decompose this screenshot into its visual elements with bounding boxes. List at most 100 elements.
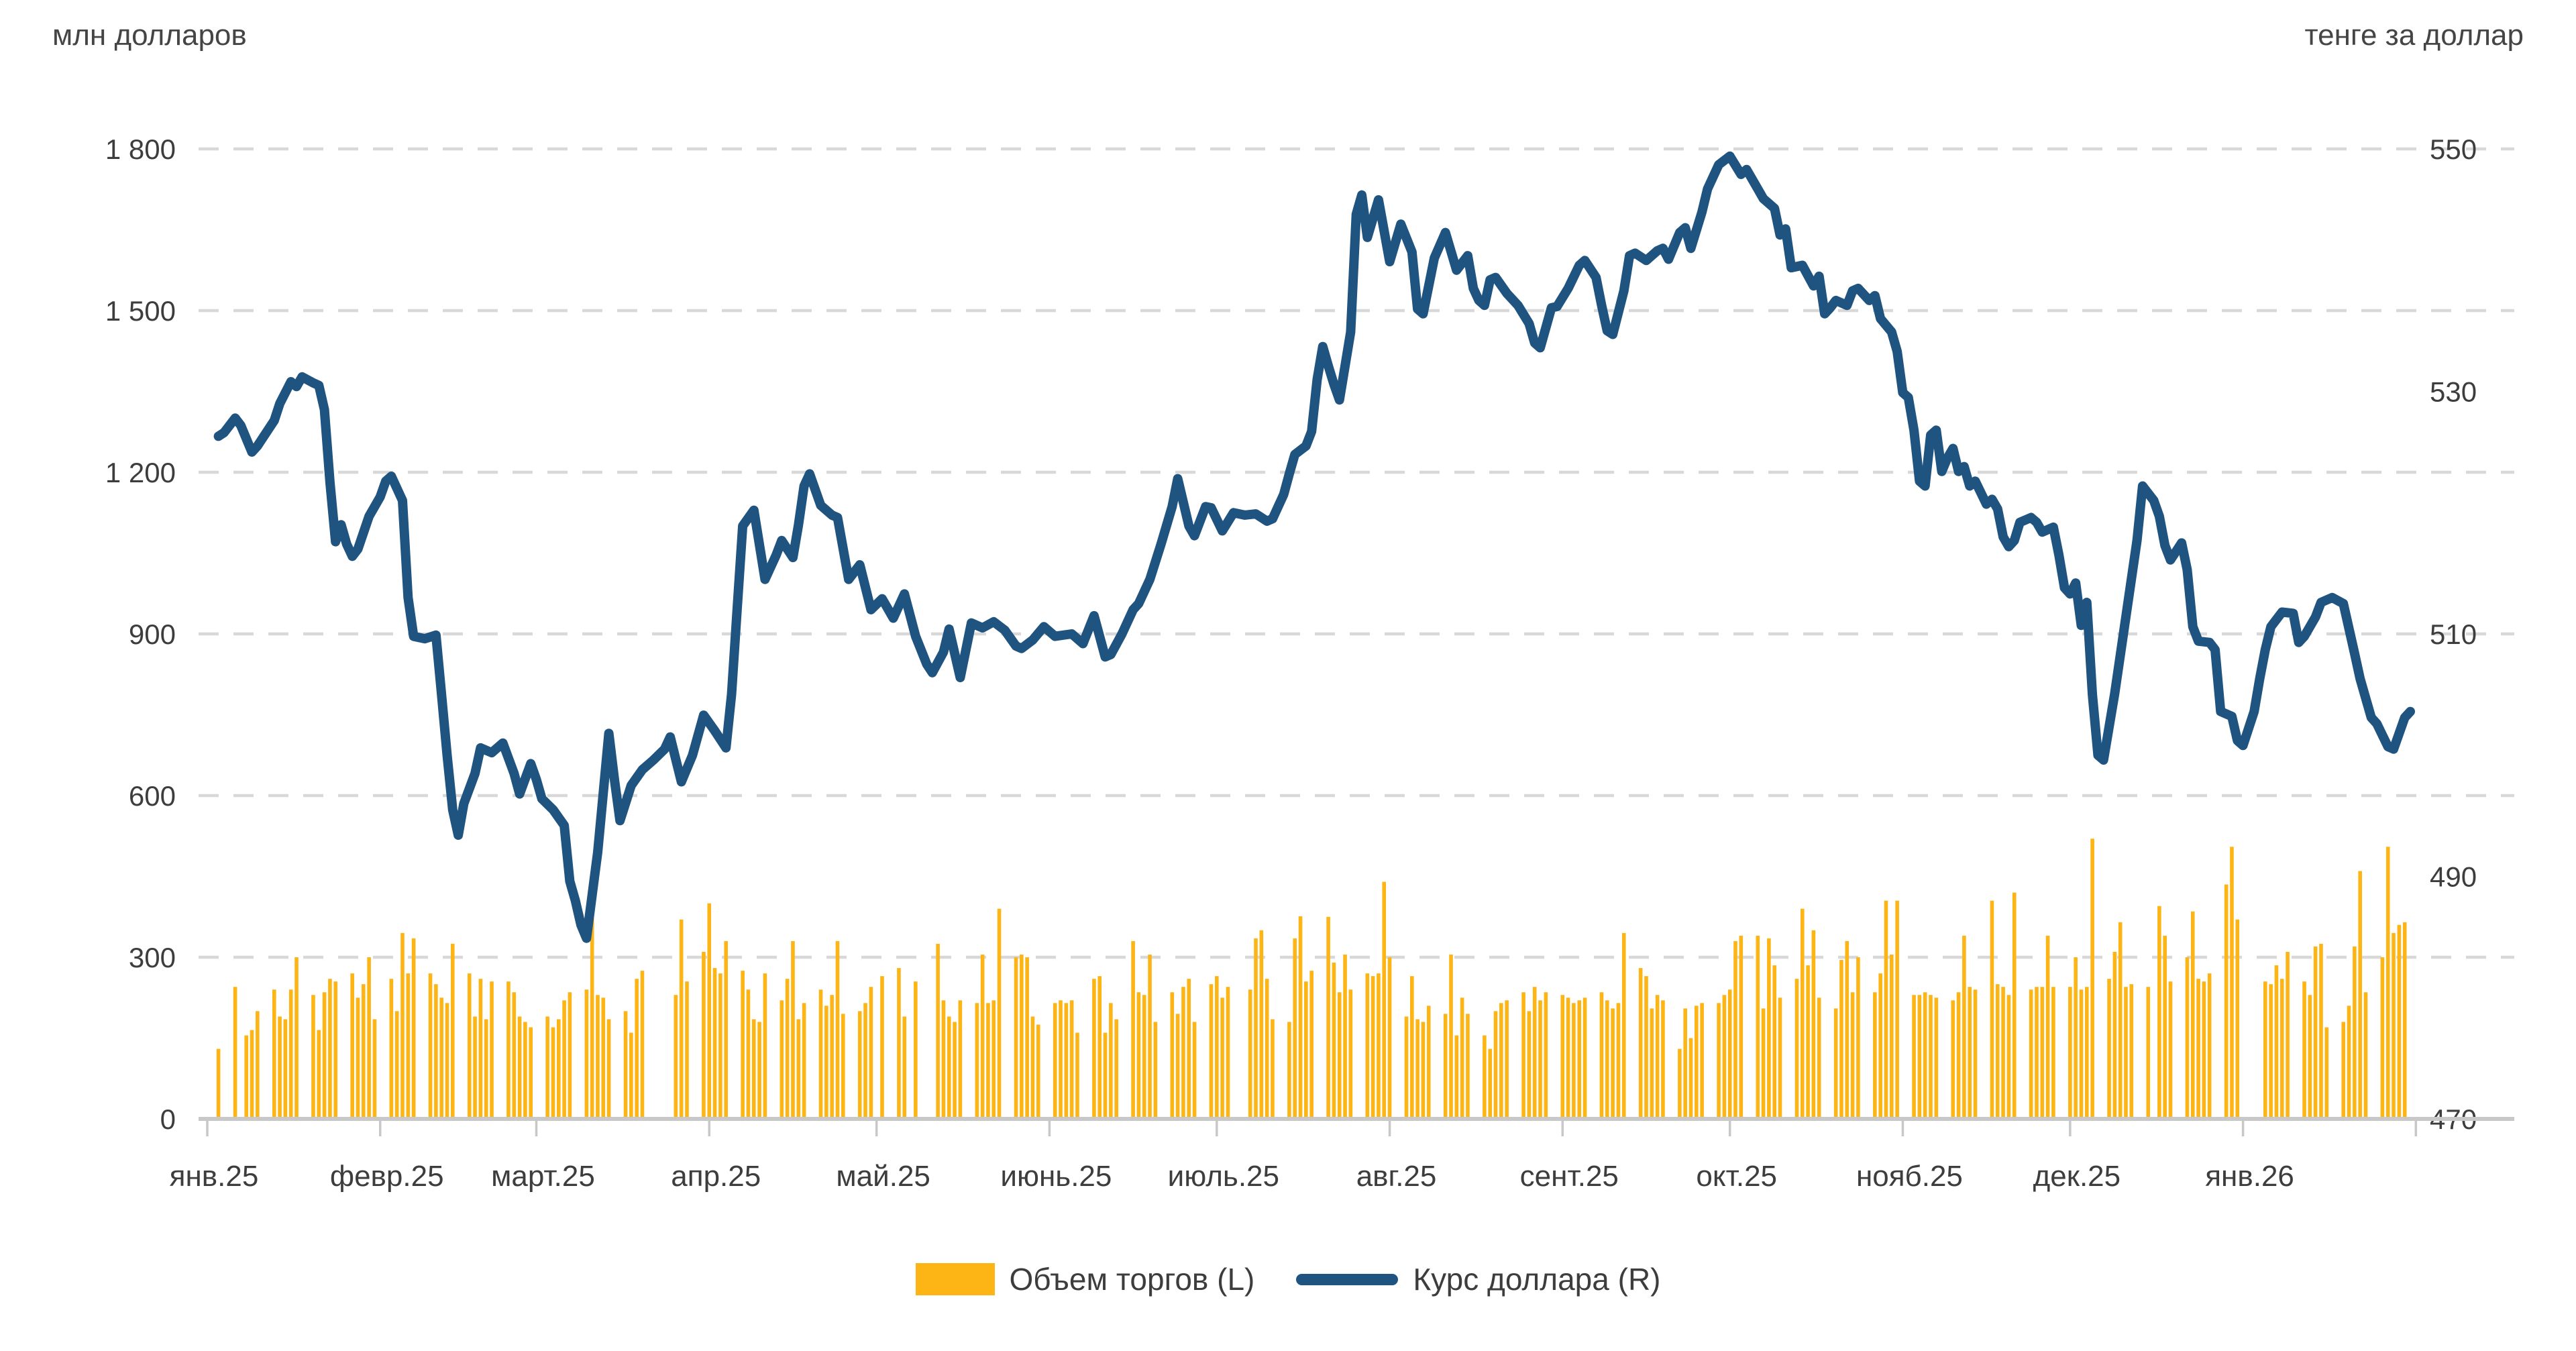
volume-bar: [757, 1022, 761, 1118]
volume-bar: [294, 957, 299, 1118]
volume-bar: [2146, 987, 2151, 1118]
volume-bar: [1181, 987, 1185, 1118]
volume-bar: [1014, 957, 1018, 1118]
volume-bar: [857, 1011, 862, 1118]
volume-bar: [367, 957, 371, 1118]
volume-bar: [1794, 979, 1799, 1118]
volume-bar: [1884, 900, 1888, 1118]
volume-bar: [2068, 987, 2072, 1118]
volume-bar: [835, 940, 840, 1118]
volume-bar: [400, 932, 405, 1118]
volume-bar: [2029, 989, 2033, 1118]
volume-bar: [1638, 968, 1643, 1118]
volume-bar: [802, 1003, 806, 1118]
volume-bar: [1488, 1048, 1493, 1118]
volume-bar: [2235, 919, 2240, 1118]
volume-bar: [1148, 954, 1152, 1118]
volume-bar: [1365, 973, 1370, 1118]
volume-bar: [1616, 1003, 1621, 1118]
volume-bar: [2402, 922, 2407, 1118]
volume-bar: [640, 971, 645, 1118]
volume-bar: [311, 995, 315, 1118]
volume-bar: [1717, 1003, 1721, 1118]
volume-bar: [1387, 957, 1392, 1118]
volume-bar: [1929, 995, 1933, 1118]
volume-bar: [1410, 976, 1414, 1118]
volume-bar: [763, 973, 767, 1118]
volume-bar: [1756, 935, 1760, 1118]
volume-bar: [1739, 935, 1743, 1118]
volume-bar: [590, 916, 594, 1118]
volume-bar: [1209, 984, 1214, 1118]
volume-bar: [791, 940, 795, 1118]
x-axis-month-label: май.25: [836, 1160, 930, 1193]
exchange-rate-line: [213, 151, 2415, 943]
volume-bar: [1426, 1006, 1431, 1118]
volume-bar: [1688, 1038, 1693, 1118]
volume-bar: [2274, 965, 2279, 1118]
volume-bar: [1962, 935, 1966, 1118]
volume-bar: [1493, 1011, 1498, 1118]
volume-bar: [1192, 1022, 1197, 1118]
volume-bar: [1343, 954, 1347, 1118]
volume-bar: [568, 992, 572, 1118]
volume-bar: [2358, 871, 2362, 1118]
volume-bar: [1248, 989, 1252, 1118]
volume-series-swatch: [915, 1263, 995, 1295]
volume-bar: [1727, 989, 1732, 1118]
volume-bar: [1917, 995, 1922, 1118]
volume-bar: [361, 984, 366, 1118]
volume-bar: [451, 943, 455, 1118]
volume-bar: [333, 981, 338, 1118]
volume-bar: [490, 981, 494, 1118]
volume-bar: [1259, 930, 1264, 1118]
volume-bar: [233, 987, 237, 1118]
volume-bar: [1254, 938, 1258, 1118]
volume-bar: [2196, 979, 2200, 1118]
volume-bar: [2045, 935, 2050, 1118]
volume-bar: [1326, 916, 1330, 1118]
volume-bar: [2001, 987, 2005, 1118]
volume-bar: [2202, 981, 2206, 1118]
volume-bar: [980, 954, 985, 1118]
volume-bar: [1527, 1011, 1532, 1118]
right-axis-tick-label: 550: [2430, 133, 2477, 165]
volume-bar: [991, 1000, 996, 1118]
volume-bar: [830, 995, 834, 1118]
volume-bar: [1973, 989, 1978, 1118]
volume-bar: [216, 1048, 221, 1118]
volume-bar: [411, 938, 416, 1118]
volume-bar: [1873, 992, 1877, 1118]
volume-bar: [1934, 997, 1939, 1118]
right-axis-tick-label: 510: [2430, 618, 2477, 650]
left-axis-tick-label: 1 500: [105, 295, 176, 327]
left-axis-tick-label: 300: [129, 942, 176, 973]
volume-bar: [1811, 930, 1816, 1118]
volume-bar: [1293, 938, 1297, 1118]
volume-bar: [1030, 1016, 1035, 1118]
volume-bar: [1995, 984, 2000, 1118]
volume-bar: [2341, 1022, 2346, 1118]
volume-bar: [1175, 1014, 1180, 1118]
volume-bar: [975, 1003, 979, 1118]
volume-bar: [1483, 1035, 1487, 1118]
volume-bar: [623, 1011, 628, 1118]
volume-bar: [601, 997, 606, 1118]
volume-bar: [1382, 881, 1387, 1118]
volume-bar: [718, 973, 722, 1118]
volume-bar: [606, 1019, 611, 1118]
volume-bar: [1956, 992, 1961, 1118]
volume-bar: [685, 981, 689, 1118]
volume-bar: [863, 1003, 867, 1118]
volume-bar: [1817, 997, 1821, 1118]
volume-bar: [1951, 1000, 1955, 1118]
volume-bar: [1878, 973, 1882, 1118]
volume-bar: [1142, 995, 1146, 1118]
chart-legend: Объем торгов (L) Курс доллара (R): [0, 1261, 2576, 1297]
volume-bar: [2012, 892, 2017, 1118]
volume-bar: [1287, 1022, 1291, 1118]
volume-bar: [473, 1016, 477, 1118]
volume-bar: [1036, 1024, 1040, 1118]
volume-bar: [2380, 957, 2385, 1118]
